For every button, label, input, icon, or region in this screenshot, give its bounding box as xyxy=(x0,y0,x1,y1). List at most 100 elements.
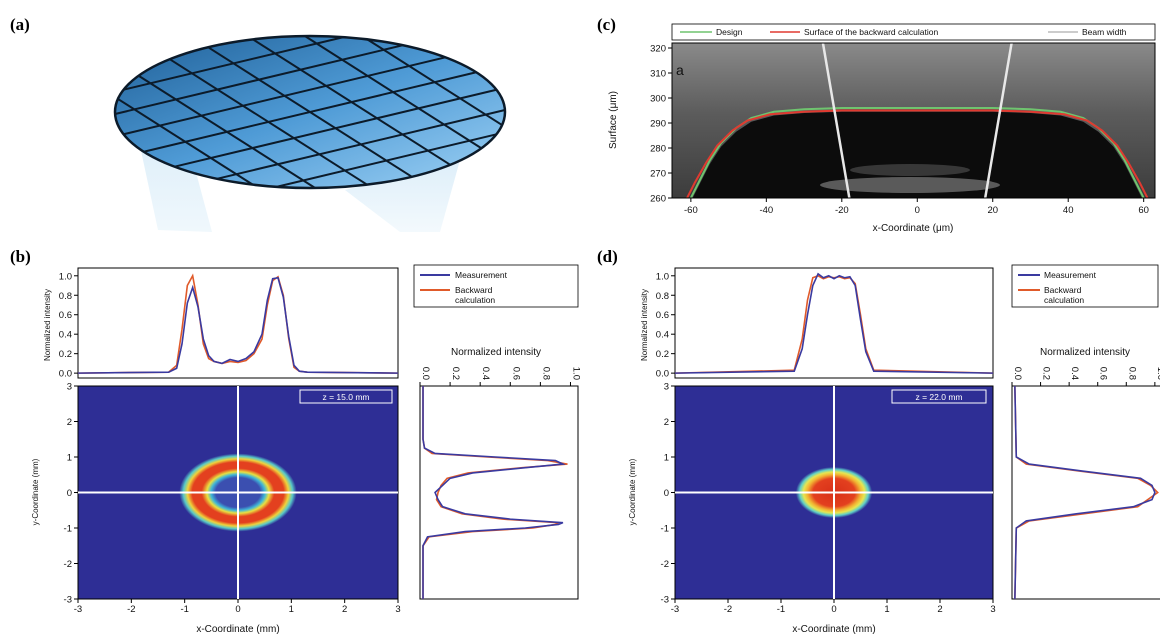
mirror-facet-line xyxy=(216,109,506,180)
reflected-beam xyxy=(345,160,460,232)
panel-c-chart: a Design Surface of the backward calcula… xyxy=(608,23,1156,234)
y-tick-label: 2 xyxy=(664,417,669,428)
surface-bright-streak xyxy=(820,177,1000,193)
panel-c-inner-label: a xyxy=(676,62,684,78)
panel-d-side-title: Normalized intensity xyxy=(1040,347,1130,358)
y-tick-label: 280 xyxy=(650,144,666,155)
y-tick-label: 0.8 xyxy=(656,291,669,302)
series-line-backward-surface xyxy=(686,109,1149,198)
x-tick-label: 0.0 xyxy=(1012,367,1023,380)
x-tick-label: 0.6 xyxy=(510,367,521,380)
legend-label-measurement: Measurement xyxy=(455,270,508,280)
x-tick-label: 1.0 xyxy=(570,367,581,380)
y-tick-label: 0.2 xyxy=(59,349,72,360)
y-tick-label: -3 xyxy=(64,595,72,606)
y-tick-label: 3 xyxy=(664,382,669,393)
y-tick-label: 0.6 xyxy=(59,310,72,321)
x-tick-label: 0.6 xyxy=(1098,367,1109,380)
y-tick-label: 0.2 xyxy=(656,349,669,360)
x-tick-label: -40 xyxy=(759,205,773,216)
series-line-beam-width xyxy=(983,43,1013,198)
mirror-facet-line xyxy=(169,58,368,186)
panel-label-b: (b) xyxy=(10,247,31,266)
mirror-illustration xyxy=(113,34,507,232)
x-tick-label: 60 xyxy=(1138,205,1149,216)
y-tick-label: 310 xyxy=(650,69,666,80)
x-tick-label: 0 xyxy=(831,604,836,615)
z-badge-d-text: z = 22.0 mm xyxy=(915,392,962,402)
panel-c-legend xyxy=(671,23,1156,41)
z-badge-b-text: z = 15.0 mm xyxy=(322,392,369,402)
panel-b-top-frame xyxy=(77,267,399,379)
mirror-facet-line xyxy=(174,88,497,168)
mirror-facet-line xyxy=(138,74,316,189)
y-tick-label: 0.8 xyxy=(59,291,72,302)
y-tick-label: 260 xyxy=(650,194,666,205)
panel-c-ylabel: Surface (μm) xyxy=(608,91,619,149)
x-tick-label: 0.8 xyxy=(1126,367,1137,380)
panel-d-ylabel: y-Coordinate (mm) xyxy=(628,458,637,525)
y-tick-label: 0 xyxy=(67,488,72,499)
panel-d-top-frame xyxy=(674,267,994,379)
panel-b-legend xyxy=(413,264,579,308)
y-tick-label: -2 xyxy=(64,559,72,570)
x-tick-label: 0.8 xyxy=(540,367,551,380)
y-tick-label: 1.0 xyxy=(59,271,72,282)
legend-label-backward: Backward calculation xyxy=(455,285,495,305)
panel-b-side-frame xyxy=(419,385,579,600)
panel-c-frame xyxy=(671,42,1156,199)
y-tick-label: 1 xyxy=(67,453,72,464)
panel-b: 0.00.20.40.60.81.0 Normalized intensity … xyxy=(31,264,581,635)
x-tick-label: 0.4 xyxy=(1069,367,1080,380)
x-tick-label: -2 xyxy=(724,604,732,615)
panel-b-top-ylabel: Normalized intensity xyxy=(43,289,52,361)
y-tick-label: 0.6 xyxy=(656,310,669,321)
x-tick-label: 40 xyxy=(1063,205,1074,216)
x-tick-label: 0.4 xyxy=(480,367,491,380)
y-tick-label: -1 xyxy=(661,524,669,535)
x-tick-label: 0.2 xyxy=(1041,367,1052,380)
x-tick-label: 0 xyxy=(235,604,240,615)
y-tick-label: 0.4 xyxy=(59,330,72,341)
x-tick-label: 3 xyxy=(395,604,400,615)
x-tick-label: -1 xyxy=(180,604,188,615)
series-line-beam-width xyxy=(821,43,851,198)
x-tick-label: 0.2 xyxy=(450,367,461,380)
mirror-facet-line xyxy=(117,98,254,186)
mirror-facet-line xyxy=(276,133,497,188)
x-tick-label: 2 xyxy=(342,604,347,615)
y-tick-label: -2 xyxy=(661,559,669,570)
y-tick-label: 0.0 xyxy=(59,369,72,380)
surface-bright-streak xyxy=(850,164,970,176)
x-tick-label: -2 xyxy=(127,604,135,615)
x-tick-label: -3 xyxy=(671,604,679,615)
legend-label-backward-surface: Surface of the backward calculation xyxy=(804,27,938,37)
y-tick-label: 0 xyxy=(664,488,669,499)
mirror-facet-line xyxy=(207,46,413,178)
x-tick-label: 3 xyxy=(990,604,995,615)
x-tick-label: 0.0 xyxy=(420,367,431,380)
x-tick-label: -20 xyxy=(835,205,849,216)
y-tick-label: 320 xyxy=(650,44,666,55)
y-tick-label: 1 xyxy=(664,453,669,464)
panel-b-xlabel: x-Coordinate (mm) xyxy=(196,624,279,635)
y-tick-label: 300 xyxy=(650,94,666,105)
legend-label-backward-line2: calculation xyxy=(455,295,495,305)
series-line-measurement xyxy=(1014,385,1156,600)
series-line-measurement xyxy=(674,272,994,374)
panel-d-top-ylabel: Normalized intensity xyxy=(640,289,649,361)
x-tick-label: -60 xyxy=(684,205,698,216)
series-line-measurement xyxy=(77,276,399,374)
y-tick-label: 1.0 xyxy=(656,271,669,282)
legend-label-backward: Backward calculation xyxy=(1044,285,1084,305)
x-tick-label: 0 xyxy=(915,205,920,216)
legend-label-backward-line1: Backward xyxy=(1044,285,1082,295)
x-tick-label: 20 xyxy=(987,205,998,216)
x-tick-label: 1 xyxy=(289,604,294,615)
y-tick-label: 0.0 xyxy=(656,369,669,380)
panel-label-a: (a) xyxy=(10,15,30,34)
y-tick-label: 290 xyxy=(650,119,666,130)
legend-label-measurement: Measurement xyxy=(1044,270,1097,280)
series-line-measurement xyxy=(422,386,566,599)
